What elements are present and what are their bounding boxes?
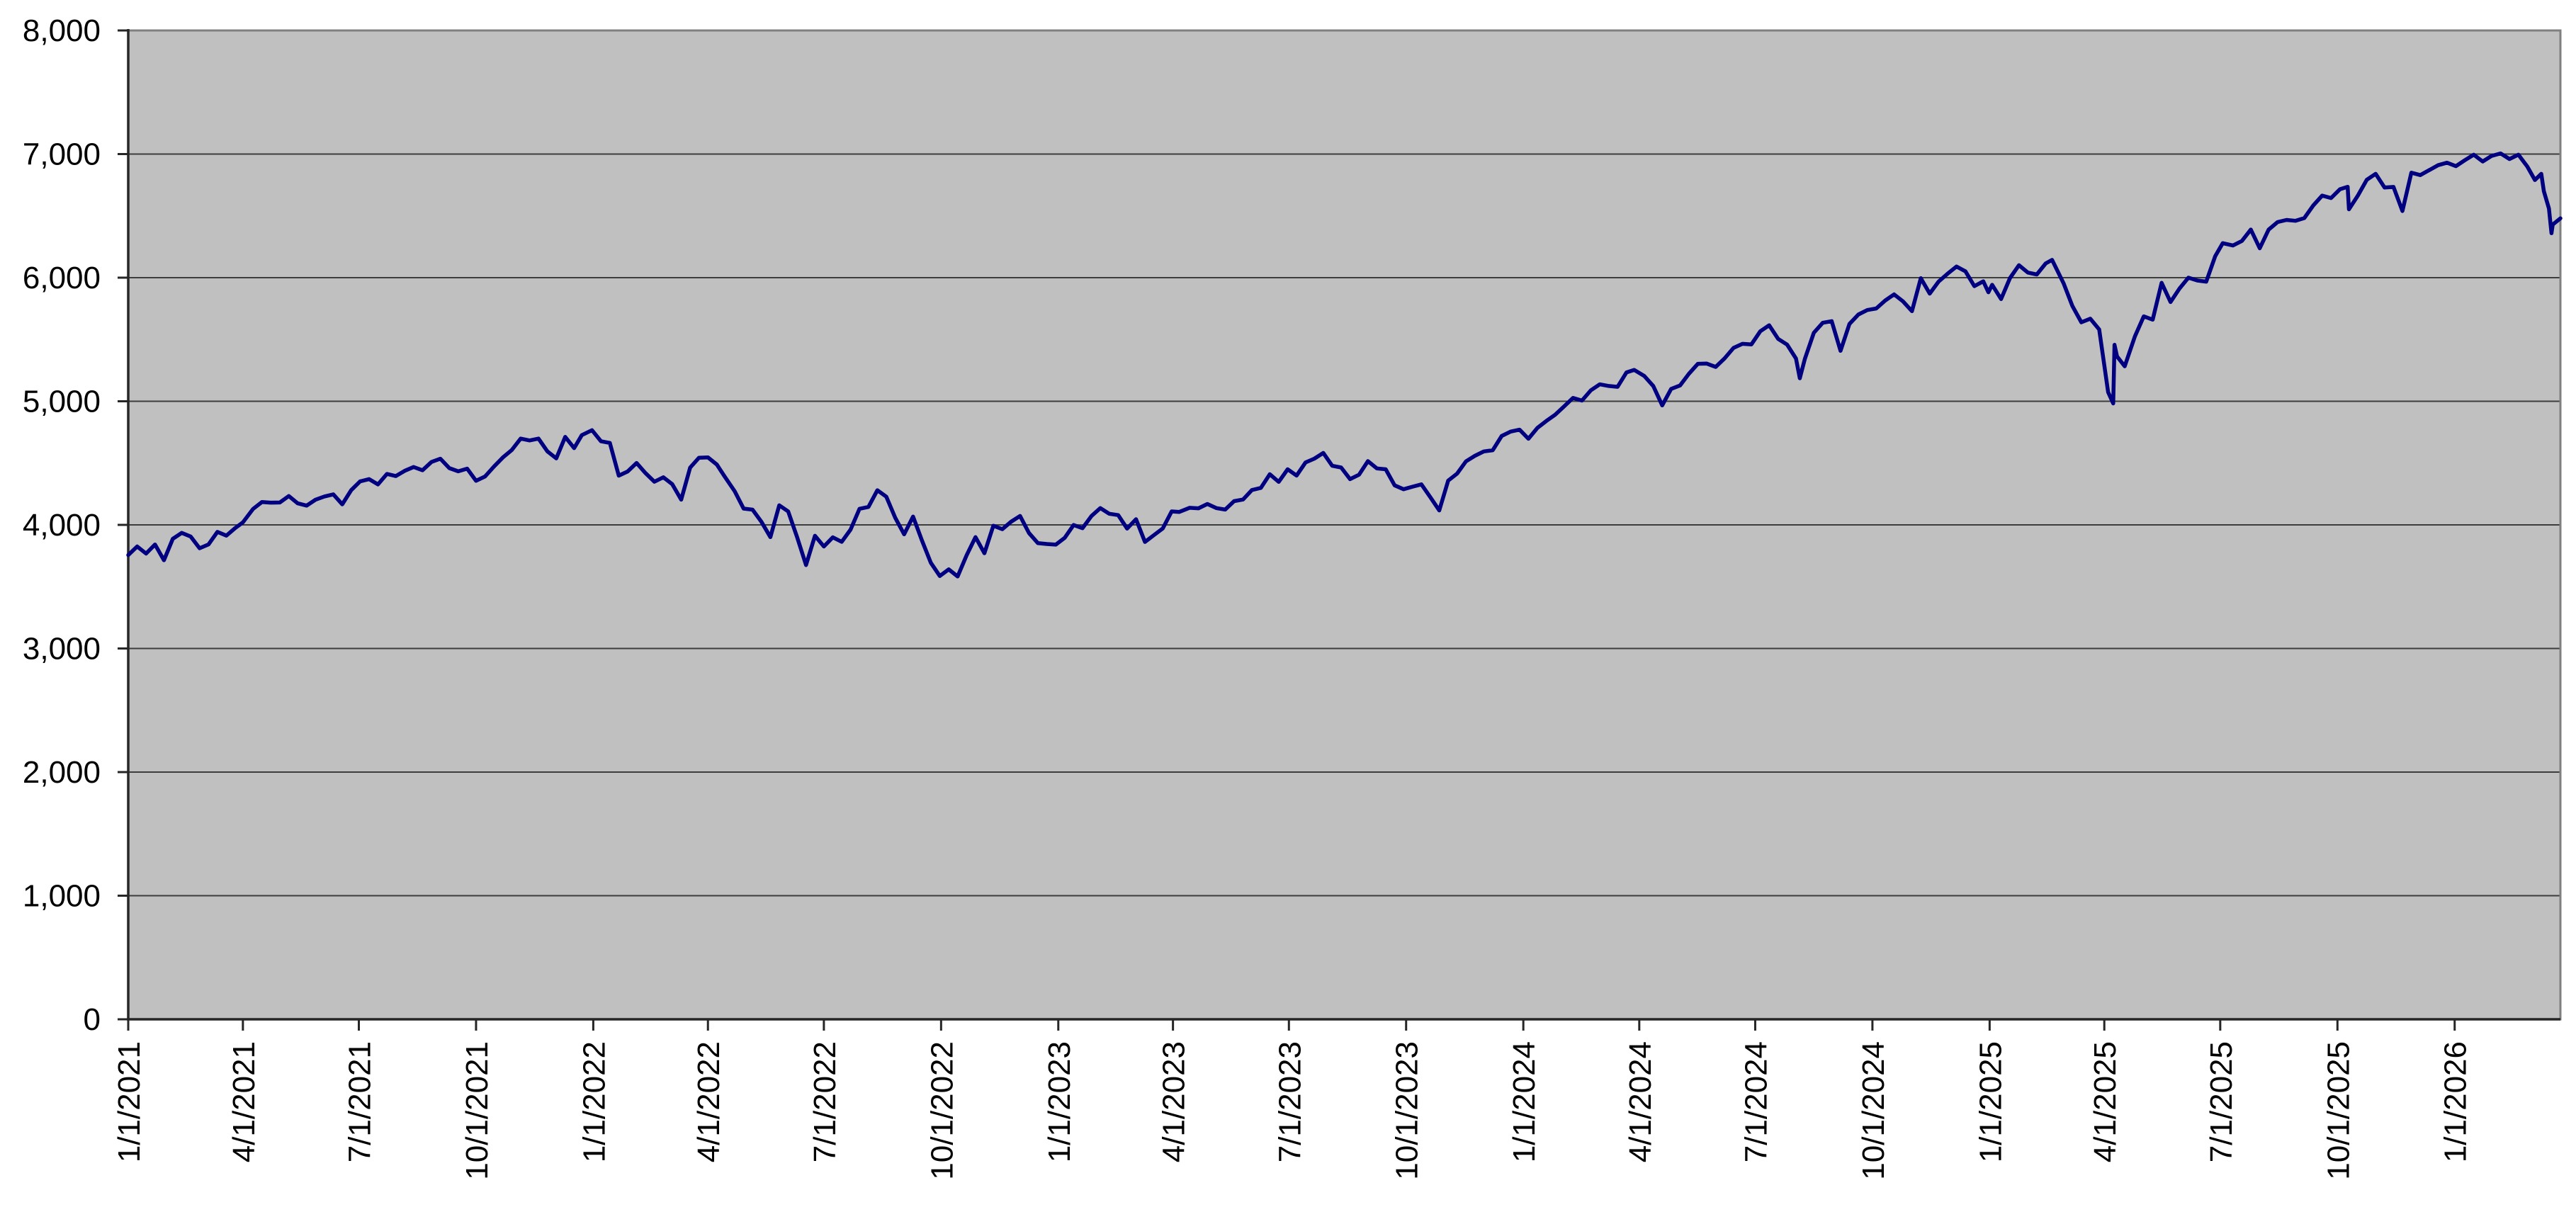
x-axis-label: 4/1/2024	[1623, 1041, 1658, 1162]
y-axis-label: 4,000	[23, 508, 101, 543]
x-axis-label: 1/1/2024	[1507, 1041, 1542, 1162]
x-axis-label: 10/1/2021	[460, 1041, 495, 1180]
x-axis-label: 4/1/2025	[2088, 1041, 2123, 1162]
x-axis-label: 1/1/2021	[112, 1041, 147, 1162]
data-line	[126, 151, 2563, 579]
x-axis-label: 4/1/2021	[227, 1041, 261, 1162]
y-axis-label: 3,000	[23, 632, 101, 667]
x-axis-label: 1/1/2025	[1973, 1041, 2008, 1162]
y-axis-label: 6,000	[23, 261, 101, 295]
x-axis-label: 10/1/2024	[1856, 1041, 1891, 1180]
x-axis-label: 1/1/2026	[2439, 1041, 2473, 1162]
y-axis-label: 8,000	[23, 13, 101, 48]
y-axis-label: 5,000	[23, 385, 101, 419]
x-axis-label: 4/1/2023	[1157, 1041, 1192, 1162]
y-axis-label: 7,000	[23, 137, 101, 172]
x-axis-label: 1/1/2023	[1042, 1041, 1077, 1162]
x-axis-label: 4/1/2022	[691, 1041, 726, 1162]
y-axis-label: 2,000	[23, 755, 101, 790]
x-axis-label: 1/1/2022	[577, 1041, 611, 1162]
y-axis-label: 0	[84, 1002, 101, 1037]
x-axis-label: 7/1/2022	[808, 1041, 842, 1162]
x-axis-label: 7/1/2025	[2204, 1041, 2239, 1162]
x-axis-label: 10/1/2023	[1390, 1041, 1425, 1180]
x-axis-label: 7/1/2024	[1739, 1041, 1773, 1162]
x-axis-label: 10/1/2025	[2321, 1041, 2356, 1180]
x-axis-label: 7/1/2023	[1272, 1041, 1307, 1162]
x-axis-label: 7/1/2021	[342, 1041, 377, 1162]
y-axis-label: 1,000	[23, 879, 101, 914]
x-axis-label: 10/1/2022	[925, 1041, 959, 1180]
